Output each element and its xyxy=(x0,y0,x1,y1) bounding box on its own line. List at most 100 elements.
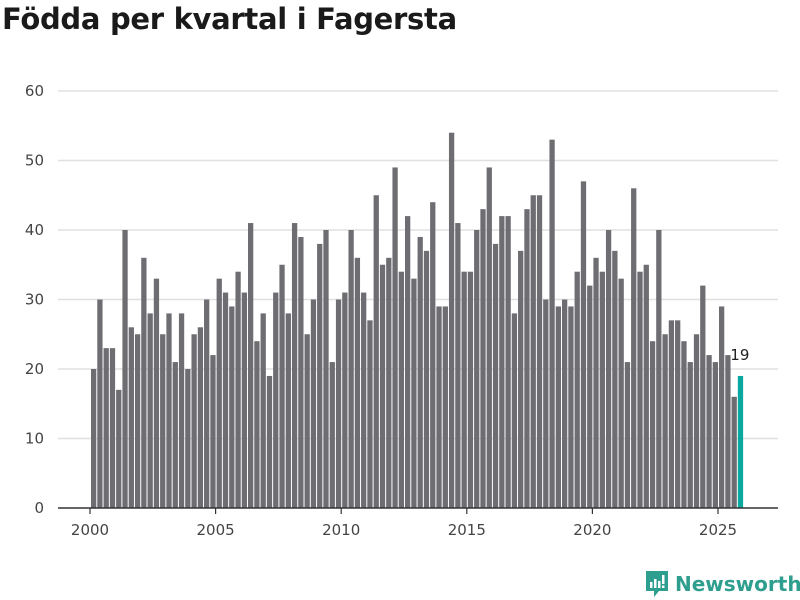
bar xyxy=(524,209,530,508)
bar xyxy=(687,362,693,508)
y-tick-label: 40 xyxy=(25,221,44,239)
bar xyxy=(442,306,448,508)
bar xyxy=(191,334,197,508)
bar xyxy=(97,299,103,508)
bar xyxy=(166,313,172,508)
bar xyxy=(461,271,467,508)
bar xyxy=(555,306,561,508)
y-tick-label: 60 xyxy=(25,82,44,100)
bar xyxy=(273,292,279,508)
bar xyxy=(549,139,555,508)
bar xyxy=(480,209,486,508)
bar xyxy=(536,195,543,508)
bar xyxy=(448,132,455,508)
bar xyxy=(543,299,549,508)
bar xyxy=(229,306,235,508)
bar xyxy=(637,271,643,508)
bar xyxy=(518,250,524,508)
bar xyxy=(178,313,185,508)
bar xyxy=(248,223,254,509)
bar xyxy=(285,313,291,508)
x-tick-label: 2010 xyxy=(322,521,360,539)
bar-chart: 0 10 20 30 40 50 60 19 2000 2005 2010 2015 2020 2025 xyxy=(25,82,778,539)
bar xyxy=(574,271,580,508)
bar xyxy=(624,362,631,508)
bar xyxy=(379,264,386,508)
bar xyxy=(216,278,222,508)
bar xyxy=(423,250,430,508)
bar xyxy=(398,271,404,508)
bar xyxy=(128,327,134,508)
bar xyxy=(668,320,675,508)
bar xyxy=(405,216,411,508)
bar xyxy=(91,369,97,508)
bar xyxy=(204,299,210,508)
bar xyxy=(147,313,153,508)
bar xyxy=(712,362,718,508)
bar xyxy=(455,223,461,509)
bar xyxy=(562,299,568,508)
bar xyxy=(417,236,423,508)
bar xyxy=(706,355,712,508)
bar xyxy=(662,334,668,508)
bar xyxy=(568,306,574,508)
bar xyxy=(304,334,310,508)
bar xyxy=(505,216,511,508)
x-tick-label: 2020 xyxy=(573,521,611,539)
bar xyxy=(731,396,737,508)
bar xyxy=(335,299,342,508)
y-tick-label: 10 xyxy=(25,430,44,448)
bar xyxy=(631,188,637,509)
bar xyxy=(411,278,417,508)
chart-title: Födda per kvartal i Fagersta xyxy=(2,2,457,36)
bar xyxy=(103,348,109,508)
bar xyxy=(172,362,178,508)
bar xyxy=(141,257,147,508)
bar xyxy=(348,230,354,508)
bar xyxy=(279,264,285,508)
x-tick-label: 2000 xyxy=(71,521,109,539)
bar xyxy=(499,216,505,508)
bar xyxy=(612,250,618,508)
x-tick-label: 2015 xyxy=(448,521,486,539)
bar xyxy=(241,292,247,508)
y-tick-label: 0 xyxy=(34,499,44,517)
highlight-bar xyxy=(737,375,744,508)
bar xyxy=(122,230,128,508)
bar xyxy=(593,257,599,508)
bar xyxy=(116,389,122,508)
bar xyxy=(436,306,442,508)
bar xyxy=(109,348,116,508)
bar xyxy=(342,292,348,508)
bar xyxy=(719,306,725,508)
bar xyxy=(530,195,536,508)
bar xyxy=(474,230,480,508)
bar xyxy=(153,278,160,508)
bar xyxy=(160,334,166,508)
bar xyxy=(580,181,587,508)
bar xyxy=(235,271,241,508)
bar xyxy=(266,375,273,508)
bar xyxy=(643,264,649,508)
bar xyxy=(725,355,731,508)
bar xyxy=(700,285,706,508)
bar xyxy=(605,230,612,508)
bar xyxy=(599,271,605,508)
bar xyxy=(693,334,700,508)
y-tick-label: 30 xyxy=(25,291,44,309)
bar xyxy=(618,278,624,508)
newsworthy-logo: Newsworthy xyxy=(645,570,800,598)
bar xyxy=(675,320,681,508)
bar xyxy=(492,243,499,508)
bar xyxy=(681,341,687,508)
bar xyxy=(291,223,298,509)
bar xyxy=(323,230,329,508)
bar xyxy=(329,362,335,508)
bar xyxy=(361,292,367,508)
newsworthy-icon xyxy=(646,571,668,597)
bar xyxy=(430,202,436,508)
bar xyxy=(511,313,518,508)
bar xyxy=(254,341,260,508)
bar xyxy=(260,313,266,508)
bar xyxy=(185,369,191,508)
